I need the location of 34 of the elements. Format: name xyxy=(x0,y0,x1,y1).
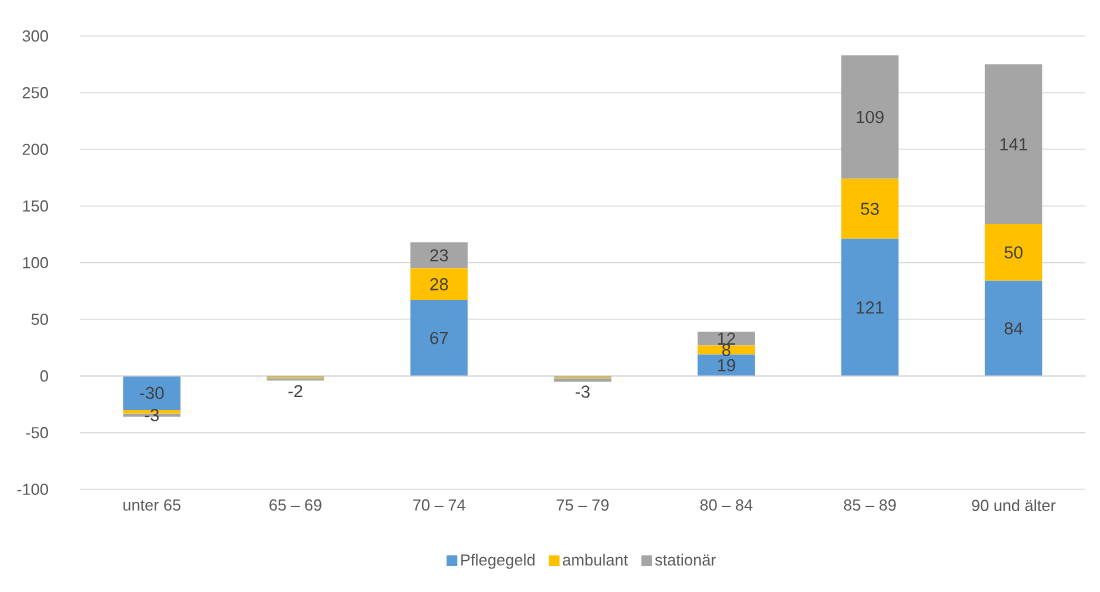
data-label: 53 xyxy=(860,202,879,215)
x-tick-label: 90 und älter xyxy=(972,499,1056,512)
data-label: -2 xyxy=(288,384,303,398)
y-tick-label: 200 xyxy=(22,143,49,155)
data-label: 67 xyxy=(430,331,448,345)
data-label: 109 xyxy=(856,110,884,124)
data-label: 8 xyxy=(722,343,731,357)
x-tick-label: 85 – 89 xyxy=(843,499,896,511)
x-tick-label: 75 – 79 xyxy=(556,499,609,511)
y-tick-label: -100 xyxy=(17,483,49,495)
data-label: 141 xyxy=(1000,138,1028,151)
x-tick-label: 65 – 69 xyxy=(269,499,322,511)
y-tick-label: 300 xyxy=(22,30,49,42)
y-tick-label: 0 xyxy=(40,370,49,382)
y-tick-label: 250 xyxy=(22,87,49,99)
data-label: 23 xyxy=(430,249,448,262)
data-label: 121 xyxy=(856,301,884,314)
legend-label: ambulant xyxy=(562,553,628,566)
legend-label: Pflegegeld xyxy=(461,553,535,569)
data-label: 84 xyxy=(1004,322,1023,335)
data-label: 19 xyxy=(717,359,736,372)
x-tick-label: 80 – 84 xyxy=(700,499,753,511)
x-tick-label: 70 – 74 xyxy=(413,499,466,511)
y-tick-label: 150 xyxy=(23,200,49,212)
data-label: 50 xyxy=(1004,246,1023,259)
y-tick-label: 50 xyxy=(31,313,49,325)
data-label: -3 xyxy=(575,385,590,398)
data-label: 28 xyxy=(430,278,448,291)
legend-label: stationär xyxy=(655,553,716,566)
data-label: 12 xyxy=(717,332,736,345)
y-tick-label: -50 xyxy=(26,427,49,439)
data-label: -30 xyxy=(140,386,164,400)
y-tick-label: 100 xyxy=(23,257,49,269)
x-tick-label: unter 65 xyxy=(123,499,181,511)
